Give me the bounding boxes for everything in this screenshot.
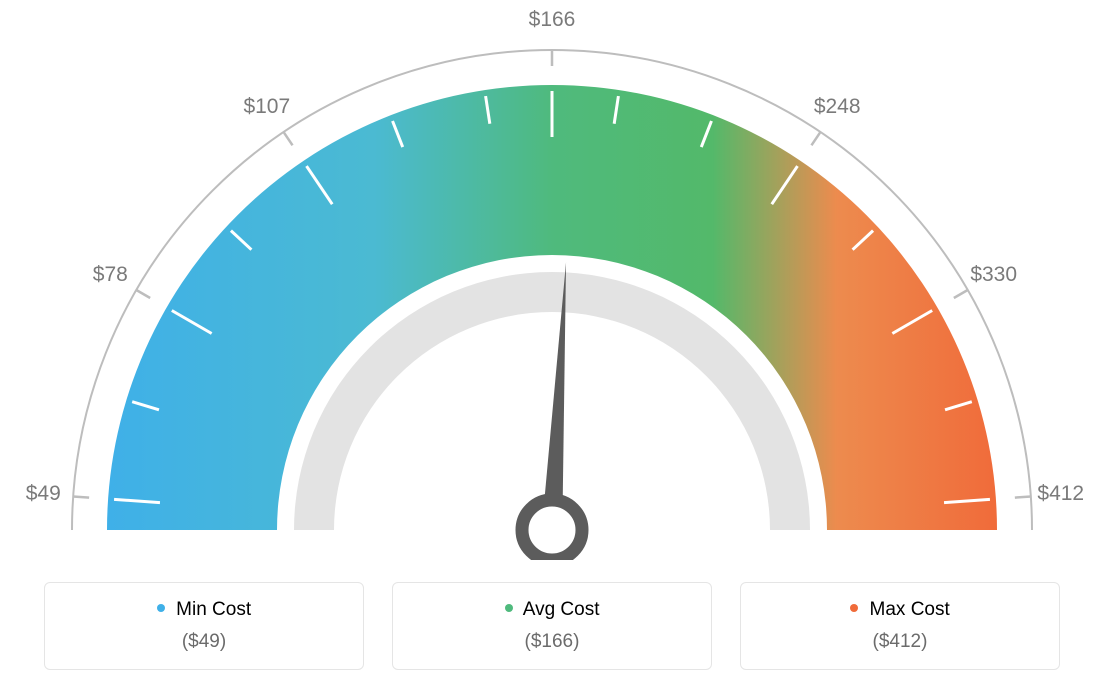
- gauge-svg: [0, 0, 1104, 560]
- legend-value-avg: ($166): [413, 631, 691, 653]
- legend-value-max: ($412): [761, 631, 1039, 653]
- legend-dot-min: [157, 604, 165, 612]
- legend-dot-max: [850, 604, 858, 612]
- gauge-tick-label: $166: [529, 8, 576, 32]
- legend-label-max: Max Cost: [870, 599, 950, 620]
- gauge-tick-label: $248: [814, 95, 861, 119]
- gauge-chart: $49 $78 $107 $166 $248 $330 $412: [0, 0, 1104, 560]
- gauge-tick-label: $78: [93, 263, 128, 287]
- gauge-tick-label: $330: [970, 263, 1017, 287]
- legend-card-max: Max Cost ($412): [740, 582, 1060, 670]
- legend-dot-avg: [505, 604, 513, 612]
- legend-label-min: Min Cost: [176, 599, 251, 620]
- legend-container: Min Cost ($49) Avg Cost ($166) Max Cost …: [0, 582, 1104, 670]
- legend-title-avg: Avg Cost: [413, 599, 691, 621]
- legend-label-avg: Avg Cost: [523, 599, 600, 620]
- legend-title-min: Min Cost: [65, 599, 343, 621]
- legend-card-min: Min Cost ($49): [44, 582, 364, 670]
- gauge-tick-label: $107: [243, 95, 290, 119]
- gauge-tick-label: $412: [1037, 482, 1084, 506]
- legend-title-max: Max Cost: [761, 599, 1039, 621]
- legend-value-min: ($49): [65, 631, 343, 653]
- legend-card-avg: Avg Cost ($166): [392, 582, 712, 670]
- gauge-tick-label: $49: [26, 482, 61, 506]
